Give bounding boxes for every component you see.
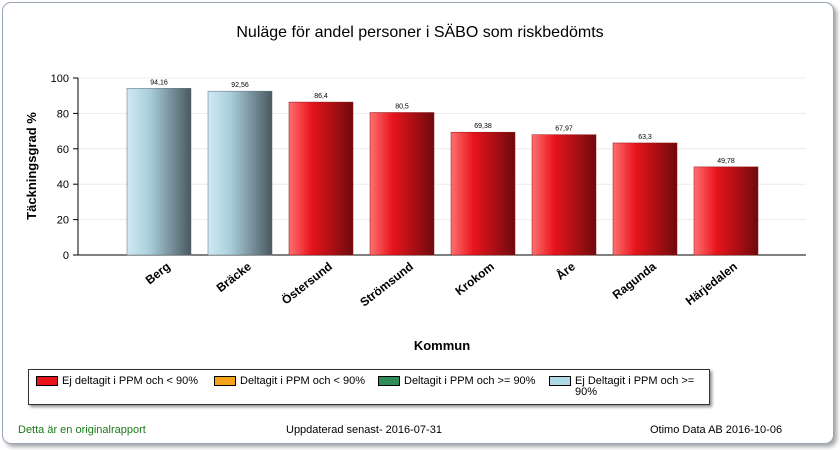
bar [694,167,758,255]
bar-value-label: 67,97 [555,126,573,133]
footer-source: Otimo Data AB 2016-10-06 [650,424,782,436]
x-tick-label: Bräcke [214,259,254,295]
bar-value-label: 94,16 [150,79,168,86]
legend-label: Deltagit i PPM och < 90% [240,376,365,387]
footer-original-report: Detta är en originalrapport [18,424,146,436]
x-tick-label: Krokom [452,259,496,298]
legend-label: Ej Deltagit i PPM och >= 90% [575,376,705,398]
x-tick-label: Östersund [278,259,335,308]
y-tick-label: 80 [57,108,69,120]
bar [127,88,191,255]
legend-label: Ej deltagit i PPM och < 90% [62,376,198,387]
bar [370,113,434,255]
y-tick-label: 20 [57,215,69,227]
y-tick-label: 40 [57,179,69,191]
legend-swatch-red [36,376,58,386]
legend-swatch-light-blue [549,376,571,386]
y-tick-label: 0 [63,250,69,262]
legend-label: Deltagit i PPM och >= 90% [404,376,535,387]
y-tick-label: 100 [51,73,69,85]
chart-legend: Ej deltagit i PPM och < 90% Deltagit i P… [28,369,710,405]
bar [613,143,677,255]
chart-title: Nuläge för andel personer i SÄBO som ris… [236,23,603,41]
x-tick-label: Berg [143,259,173,287]
bar [451,132,515,255]
bar [208,91,272,255]
x-tick-label: Härjedalen [683,259,740,308]
bar [289,102,353,255]
legend-swatch-green [378,376,400,386]
y-axis-title: Täckningsgrad % [24,112,39,220]
bar-value-label: 69,38 [474,123,492,130]
x-axis-title: Kommun [414,338,470,353]
x-tick-label: Strömsund [357,259,416,309]
bar [532,135,596,255]
x-tick-label: Ragunda [610,259,659,302]
legend-swatch-orange [214,376,236,386]
x-tick-label: Åre [553,258,578,282]
bar-value-label: 49,78 [717,158,735,165]
bar-value-label: 92,56 [231,82,249,89]
bar-value-label: 86,4 [314,93,328,100]
footer-updated-date: Uppdaterad senast- 2016-07-31 [286,424,442,436]
y-tick-label: 60 [57,144,69,156]
bar-value-label: 80,5 [395,104,409,111]
bar-value-label: 63,3 [638,134,652,141]
